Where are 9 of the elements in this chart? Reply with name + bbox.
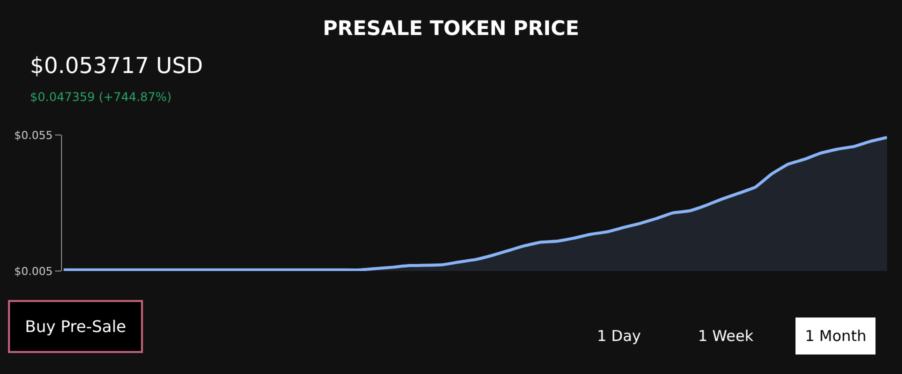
- y-tick-label: $0.055: [14, 128, 53, 142]
- text: 1 Day: [597, 327, 642, 345]
- text: 1 Month: [805, 327, 866, 345]
- text: 1 Week: [698, 327, 754, 345]
- chart-subtitle: $0.053717 USD: [30, 54, 203, 79]
- text: Buy Pre-Sale: [25, 317, 126, 336]
- y-tick-label: $0.005: [14, 264, 53, 278]
- chart-title: PRESALE TOKEN PRICE: [322, 16, 580, 40]
- text: $0.047359 (+744.87%): [30, 90, 172, 104]
